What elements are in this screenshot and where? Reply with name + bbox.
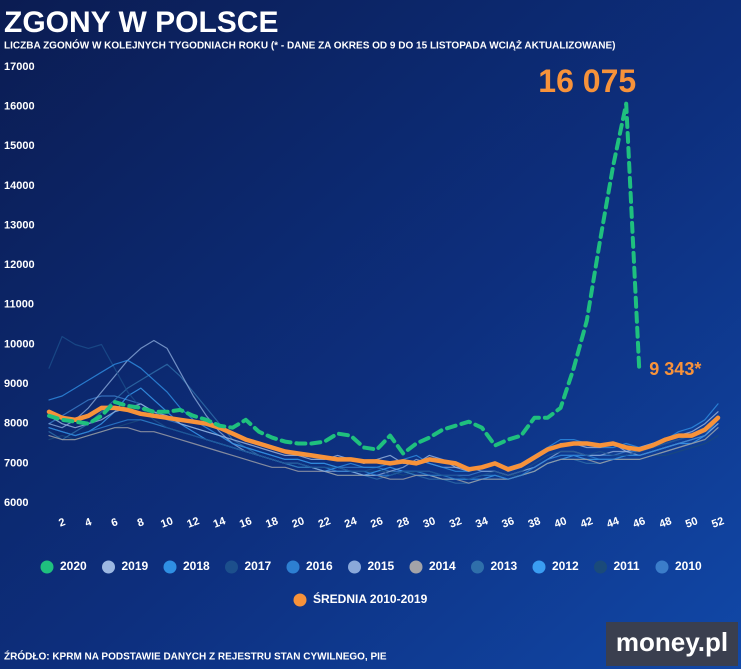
series-line	[46, 405, 721, 472]
chart-title: ZGONY W POLSCE	[4, 6, 278, 39]
x-tick-label: 52	[710, 515, 726, 530]
x-tick-label: 36	[500, 515, 516, 530]
legend-label: 2010	[675, 559, 702, 573]
x-tick-label: 28	[395, 515, 411, 530]
legend-label: 2014	[429, 559, 456, 573]
x-tick-label: 6	[110, 516, 120, 529]
y-tick-label: 10000	[4, 338, 35, 350]
legend-swatch	[532, 560, 546, 574]
y-tick-label: 14000	[4, 180, 35, 192]
x-tick-label: 26	[369, 515, 385, 530]
x-tick-label: 46	[631, 515, 647, 530]
x-tick-label: 24	[343, 515, 359, 531]
data-label: 9 343*	[649, 359, 701, 379]
legend-label: 2018	[183, 559, 210, 573]
legend-label: 2017	[245, 559, 272, 573]
chart-subtitle: LICZBA ZGONÓW W KOLEJNYCH TYGODNIACH ROK…	[4, 39, 615, 52]
y-tick-label: 8000	[4, 418, 28, 430]
x-tick-label: 40	[553, 515, 569, 530]
y-tick-label: 12000	[4, 259, 35, 271]
x-tick-label: 18	[264, 515, 280, 530]
x-tick-label: 20	[290, 515, 306, 530]
series-line	[48, 427, 719, 484]
legend-swatch	[471, 560, 484, 574]
x-tick-label: 42	[579, 515, 595, 530]
x-tick-label: 44	[605, 515, 621, 531]
legend-swatch	[40, 560, 54, 574]
legend-swatch	[293, 593, 307, 607]
x-tick-label: 14	[212, 515, 228, 531]
legend-swatch	[594, 560, 607, 574]
logo: money.pl	[616, 627, 728, 657]
x-tick-label: 38	[527, 515, 543, 530]
legend-label: 2013	[491, 559, 518, 573]
legend-label: 2020	[60, 559, 87, 573]
legend-swatch	[286, 560, 300, 574]
x-tick-label: 2	[57, 516, 67, 529]
y-tick-label: 11000	[4, 299, 34, 311]
y-tick-label: 16000	[4, 101, 35, 113]
legend-swatch	[348, 560, 361, 574]
y-tick-label: 7000	[4, 457, 28, 469]
y-tick-label: 6000	[4, 497, 28, 509]
x-tick-label: 50	[684, 515, 700, 530]
y-tick-label: 15000	[4, 140, 35, 152]
logo-box	[606, 622, 738, 666]
legend-label: 2015	[368, 559, 395, 573]
x-tick-label: 10	[159, 515, 175, 530]
legend-swatch	[655, 560, 669, 574]
source: ŹRÓDŁO: KPRM NA PODSTAWIE DANYCH Z REJES…	[4, 650, 387, 663]
x-tick-label: 32	[448, 515, 464, 530]
x-tick-label: 48	[658, 515, 674, 530]
x-tick-label: 12	[185, 515, 201, 530]
legend-label: 2011	[614, 559, 640, 573]
series-line	[48, 335, 719, 480]
x-tick-label: 4	[83, 516, 94, 530]
x-tick-label: 34	[474, 515, 490, 531]
legend-label: 2016	[306, 559, 333, 573]
legend-swatch	[409, 560, 423, 574]
series-line	[48, 419, 719, 480]
legend-label: 2019	[122, 559, 149, 573]
y-tick-label: 17000	[4, 61, 35, 73]
x-tick-label: 8	[136, 516, 146, 529]
series-line	[48, 359, 719, 472]
x-tick-label: 30	[422, 515, 438, 530]
legend-label: ŚREDNIA 2010-2019	[313, 591, 428, 606]
x-tick-label: 16	[238, 515, 254, 530]
legend-swatch	[102, 560, 115, 574]
x-tick-label: 22	[317, 515, 333, 530]
y-tick-label: 9000	[4, 378, 28, 390]
y-tick-label: 13000	[4, 219, 35, 231]
legend-label: 2012	[552, 559, 579, 573]
legend-swatch	[225, 560, 238, 574]
legend-swatch	[163, 560, 177, 574]
data-label: 16 075	[538, 63, 636, 99]
series-line	[47, 101, 642, 456]
